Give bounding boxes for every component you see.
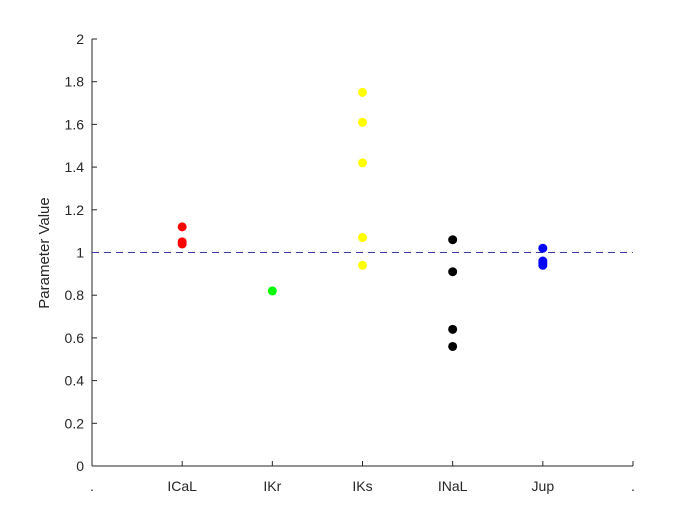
data-points: [177, 87, 548, 351]
y-tick-label: 2: [76, 31, 84, 47]
data-point-ical: [177, 222, 187, 232]
data-point-inal: [448, 235, 458, 245]
y-tick-label: 1.2: [65, 202, 85, 218]
data-point-iks: [358, 158, 367, 168]
data-point-iks: [358, 260, 367, 270]
y-tick-label: 0.4: [65, 373, 85, 389]
axes: 0 0.2 0.4 0.6 0.8 1 1.2 1.4 1.6 1.8 2. ICaL IKr IKs IN…: [65, 31, 635, 494]
y-tick-label: 1.6: [65, 116, 85, 132]
y-tick-label: 0.6: [65, 330, 85, 346]
x-tick-label: .: [90, 478, 94, 494]
x-tick-label: INaL: [438, 478, 468, 494]
data-point-jup: [538, 243, 548, 253]
y-tick-label: 0.2: [65, 415, 85, 431]
data-point-iks: [358, 233, 367, 243]
data-point-ikr: [267, 286, 277, 296]
y-tick-label: 1.8: [65, 74, 85, 90]
x-tick-label: IKr: [263, 478, 281, 494]
y-axis-label: Parameter Value: [36, 197, 53, 308]
data-point-inal: [448, 341, 458, 351]
x-tick-label: IKs: [352, 478, 372, 494]
data-point-inal: [448, 324, 458, 334]
x-tick-label: Jup: [532, 478, 555, 494]
y-tick-label: 1.4: [65, 159, 85, 175]
data-point-iks: [358, 87, 367, 97]
data-point-ical: [177, 239, 187, 249]
data-point-iks: [358, 117, 367, 127]
x-tick-label: ICaL: [167, 478, 197, 494]
y-tick-label: 0: [76, 458, 84, 474]
x-tick-label: .: [631, 478, 635, 494]
y-tick-label: 1: [76, 245, 84, 261]
data-point-jup: [538, 260, 548, 270]
data-point-inal: [448, 267, 458, 277]
y-tick-label: 0.8: [65, 287, 85, 303]
